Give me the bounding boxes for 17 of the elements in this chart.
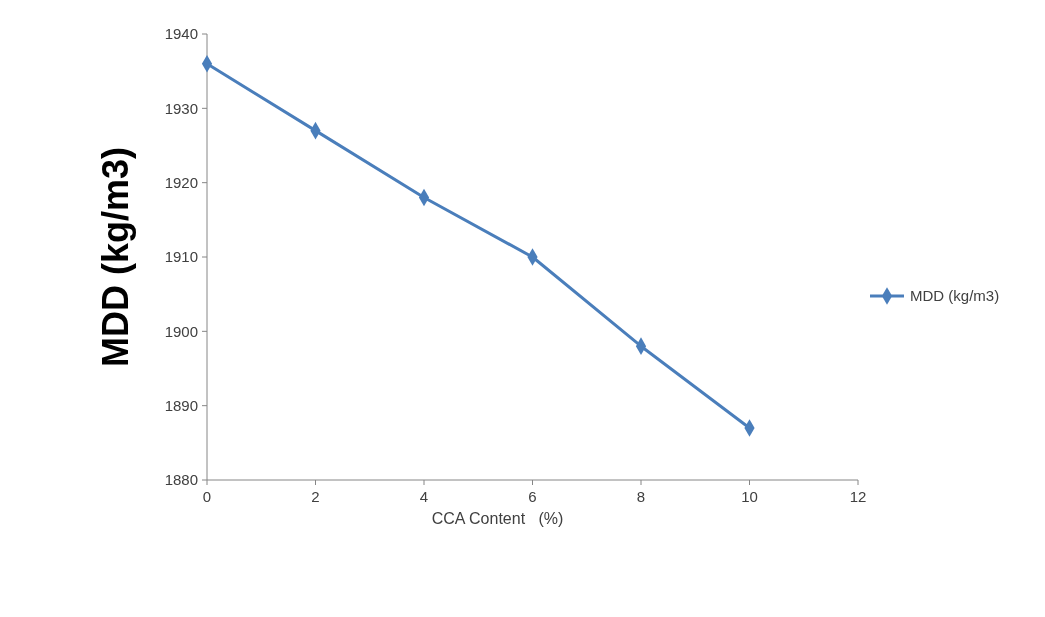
x-tick-label: 6 <box>528 488 537 505</box>
y-tick-label: 1900 <box>164 322 198 340</box>
x-axis-title: CCA Content (%) <box>431 510 564 527</box>
x-tick-label: 2 <box>311 488 320 505</box>
legend-label: MDD (kg/m3) <box>910 287 1000 305</box>
x-tick-label: 12 <box>849 488 867 505</box>
y-tick-label: 1880 <box>164 471 198 489</box>
x-tick-label: 10 <box>741 488 758 505</box>
y-tick-label: 1890 <box>164 396 198 414</box>
y-tick-label: 1920 <box>164 173 198 191</box>
y-tick-label: 1930 <box>164 99 198 117</box>
x-tick-label: 4 <box>419 488 429 505</box>
x-tick-label: 0 <box>202 488 212 505</box>
y-tick-label: 1940 <box>164 25 198 43</box>
x-tick-label: 8 <box>636 488 646 505</box>
y-tick-label: 1910 <box>164 248 198 266</box>
y-axis-title: MDD (kg/m3) <box>95 146 136 368</box>
